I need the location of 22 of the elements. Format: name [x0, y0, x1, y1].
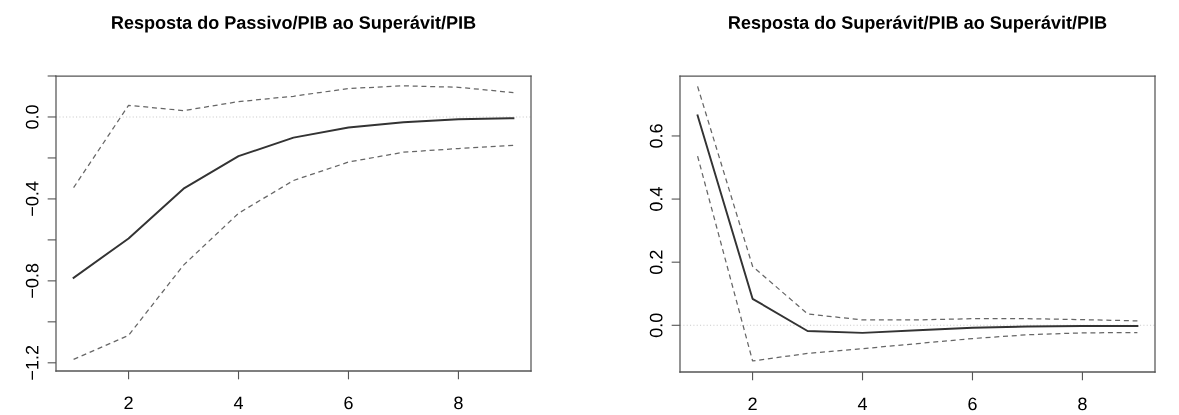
- x-tick-label: 2: [124, 396, 133, 410]
- x-tick-label: 4: [233, 396, 244, 410]
- y-tick-label: −1.2: [25, 345, 39, 380]
- x-tick-label: 6: [968, 397, 977, 411]
- line-series: [696, 114, 1139, 334]
- y-tick-label: 0.2: [649, 250, 663, 275]
- y-tick-label: 0.0: [649, 313, 663, 338]
- x-tick-label: 8: [1078, 397, 1087, 411]
- y-tick-label: −0.4: [25, 181, 39, 216]
- x-tick-label: 2: [748, 397, 757, 411]
- line-series: [72, 117, 515, 279]
- x-tick-label: 6: [344, 396, 353, 410]
- line-series: [72, 144, 515, 360]
- y-tick-label: −0.8: [25, 263, 39, 298]
- x-tick-label: 4: [857, 397, 868, 411]
- y-tick-label: 0.6: [649, 124, 663, 148]
- chart-title: Resposta do Passivo/PIB ao Superávit/PIB: [112, 15, 476, 33]
- y-tick-label: 0.4: [649, 187, 663, 211]
- x-tick-label: 8: [454, 396, 463, 410]
- chart-title: Resposta do Superávit/PIB ao Superávit/PIB: [729, 15, 1107, 33]
- line-series: [696, 85, 1139, 322]
- y-tick-label: 0.0: [25, 105, 39, 129]
